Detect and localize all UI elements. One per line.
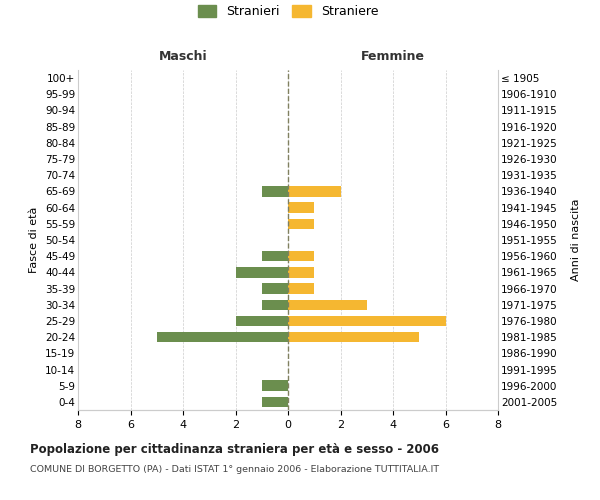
Bar [288, 284, 314, 294]
Bar [288, 186, 341, 196]
Bar [235, 267, 288, 278]
Bar [288, 251, 314, 262]
Text: COMUNE DI BORGETTO (PA) - Dati ISTAT 1° gennaio 2006 - Elaborazione TUTTITALIA.I: COMUNE DI BORGETTO (PA) - Dati ISTAT 1° … [30, 465, 439, 474]
Bar [288, 218, 314, 229]
Bar [262, 396, 288, 407]
Legend: Stranieri, Straniere: Stranieri, Straniere [194, 2, 382, 22]
Bar [288, 267, 314, 278]
Bar [262, 300, 288, 310]
Text: Femmine: Femmine [361, 50, 425, 62]
Bar [262, 284, 288, 294]
Y-axis label: Anni di nascita: Anni di nascita [571, 198, 581, 281]
Bar [235, 316, 288, 326]
Bar [288, 332, 419, 342]
Bar [262, 380, 288, 391]
Bar [288, 202, 314, 213]
Bar [157, 332, 288, 342]
Text: Maschi: Maschi [158, 50, 208, 62]
Bar [262, 251, 288, 262]
Bar [288, 300, 367, 310]
Y-axis label: Fasce di età: Fasce di età [29, 207, 40, 273]
Bar [288, 316, 445, 326]
Bar [262, 186, 288, 196]
Text: Popolazione per cittadinanza straniera per età e sesso - 2006: Popolazione per cittadinanza straniera p… [30, 442, 439, 456]
